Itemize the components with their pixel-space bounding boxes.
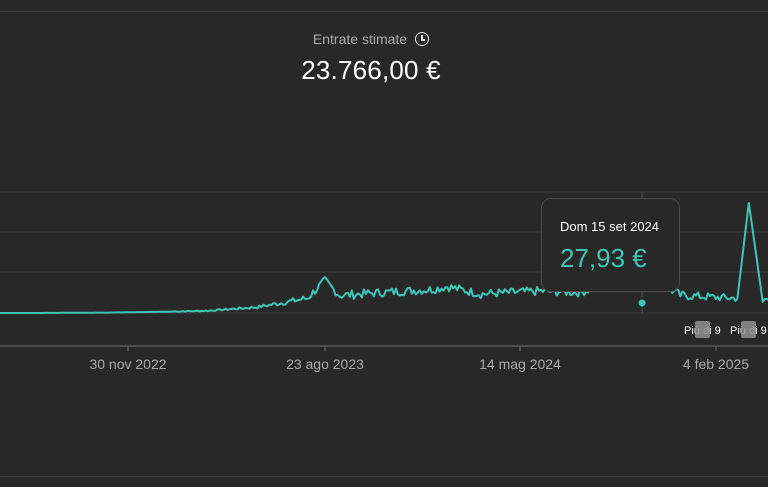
x-tick-label: 14 mag 2024 <box>479 356 561 372</box>
metric-label-row[interactable]: Entrate stimate <box>312 31 430 47</box>
x-axis-ticks: 30 nov 2022 23 ago 2023 14 mag 2024 4 feb 2… <box>89 346 749 372</box>
x-tick-label: 4 feb 2025 <box>683 356 749 372</box>
annotation-badge[interactable] <box>741 321 756 338</box>
chart-tooltip: Dom 15 set 2024 27,93 € <box>541 198 680 292</box>
annotation-badge[interactable] <box>695 321 710 338</box>
bottom-divider <box>0 476 768 477</box>
tooltip-date: Dom 15 set 2024 <box>560 219 660 234</box>
metric-value: 23.766,00 € <box>301 55 441 85</box>
series-line-entrate[interactable] <box>0 202 768 314</box>
x-tick-label: 23 ago 2023 <box>286 356 364 372</box>
tooltip-value: 27,93 € <box>560 243 647 273</box>
metric-header[interactable]: Entrate stimate 23.766,00 € <box>0 31 742 86</box>
chart-annotations[interactable]: Più di 9 Più di 9 <box>684 321 767 338</box>
clock-icon[interactable] <box>415 32 430 46</box>
top-divider <box>0 11 768 12</box>
annotation-marker[interactable]: Più di 9 <box>684 321 721 338</box>
metric-label: Entrate stimate <box>312 31 408 47</box>
x-tick-label: 30 nov 2022 <box>89 356 166 372</box>
annotation-marker[interactable]: Più di 9 <box>730 321 767 338</box>
hover-dot <box>636 297 648 309</box>
